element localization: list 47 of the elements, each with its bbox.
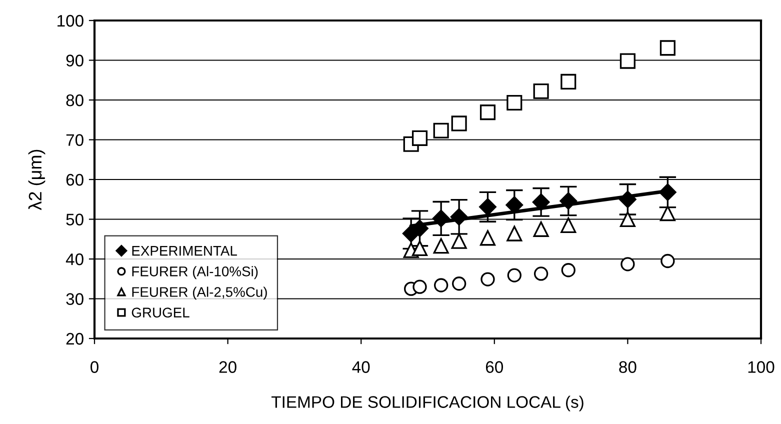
point (480, 104, 496, 120)
x-axis-title: TIEMPO DE SOLIDIFICACION LOCAL (s) (271, 396, 584, 412)
point (560, 217, 576, 233)
y-tick-label: 40 (66, 253, 84, 266)
point (480, 230, 496, 246)
y-tick-label: 70 (66, 134, 84, 146)
point (620, 211, 636, 228)
point (452, 276, 466, 291)
legend-label: FEURER (Al-2,5%Cu) (132, 286, 267, 300)
point (620, 257, 635, 272)
point (660, 206, 676, 222)
point (412, 280, 427, 294)
x-tick-label: 60 (486, 361, 504, 373)
point (533, 221, 549, 237)
x-tick-label: 0 (90, 361, 98, 373)
point (561, 263, 576, 278)
x-tick-label: 80 (619, 361, 636, 373)
point (533, 83, 549, 100)
legend-label: FEURER (Al-10%Si) (132, 266, 258, 280)
point (433, 238, 449, 254)
point (507, 268, 522, 282)
point (506, 95, 522, 111)
point (660, 40, 676, 56)
point (412, 130, 428, 146)
point (451, 116, 467, 132)
y-tick-label: 20 (66, 332, 84, 345)
y-tick-label: 100 (58, 14, 84, 27)
x-tick-label: 100 (748, 361, 774, 373)
point (434, 278, 448, 292)
y-tick-label: 80 (66, 94, 84, 106)
y-tick-label: 50 (66, 214, 84, 226)
point (560, 74, 576, 90)
point (479, 198, 496, 216)
y-tick-label: 60 (66, 174, 84, 186)
x-tick-label: 40 (352, 361, 370, 373)
y-axis-title: λ2 (μm) (28, 150, 46, 210)
point (480, 272, 495, 286)
y-tick-label: 90 (66, 54, 84, 66)
point (620, 53, 636, 69)
point (506, 226, 522, 242)
point (660, 254, 675, 268)
y-tick-label: 30 (66, 293, 84, 305)
point (534, 266, 548, 281)
legend-label: EXPERIMENTAL (132, 246, 237, 256)
legend-label: GRUGEL (132, 308, 190, 318)
point (433, 122, 449, 138)
x-tick-label: 20 (219, 361, 236, 373)
